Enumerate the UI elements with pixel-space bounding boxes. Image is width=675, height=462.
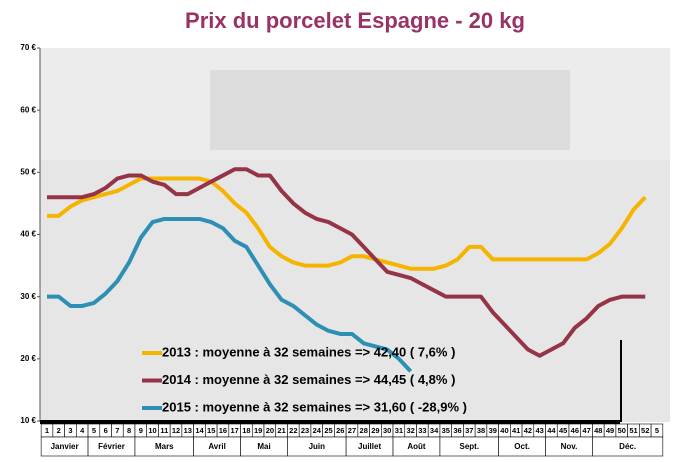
x-tick-label: 37: [465, 426, 473, 435]
x-tick-label: 8: [127, 426, 131, 435]
y-tick-label: 10 €: [20, 416, 36, 425]
y-tick-label: 20 €: [20, 354, 36, 363]
x-tick-label: 51: [629, 426, 637, 435]
x-tick-label: 1: [45, 426, 49, 435]
legend-label: 2014 : moyenne à 32 semaines => 44,45 ( …: [162, 372, 455, 387]
x-tick-label: 18: [242, 426, 250, 435]
x-tick-label: 9: [139, 426, 143, 435]
x-tick-label: 30: [383, 426, 391, 435]
x-tick-label: 47: [582, 426, 590, 435]
x-tick-label: 44: [547, 426, 556, 435]
month-label: Nov.: [561, 442, 578, 451]
x-tick-label: 2: [57, 426, 61, 435]
chart: Prix du porcelet Espagne - 20 kg 10 € 20 …: [0, 0, 675, 457]
x-tick-label: 31: [395, 426, 403, 435]
x-tick-label: 33: [418, 426, 426, 435]
x-tick-label: 13: [184, 426, 192, 435]
y-tick-label: 30 €: [20, 292, 36, 301]
x-tick-label: 24: [313, 426, 322, 435]
x-tick-label: 29: [371, 426, 379, 435]
x-tick-label: 26: [336, 426, 344, 435]
x-tick-label: 28: [360, 426, 368, 435]
photo-banner: [210, 70, 570, 150]
month-label: Sept.: [459, 442, 479, 451]
x-tick-label: 12: [172, 426, 180, 435]
page: Prix du porcelet Espagne - 20 kg 10 € 20 …: [0, 0, 675, 462]
x-tick-label: 52: [641, 426, 649, 435]
month-label: Avril: [208, 442, 226, 451]
x-tick-label: 10: [148, 426, 156, 435]
month-label: Février: [98, 442, 125, 451]
x-tick-label: 14: [195, 426, 204, 435]
x-tick-label: 39: [489, 426, 497, 435]
chart-title: Prix du porcelet Espagne - 20 kg: [185, 8, 525, 33]
x-tick-label: 23: [301, 426, 309, 435]
month-label: Juin: [309, 442, 326, 451]
x-tick-label: 5: [655, 426, 659, 435]
x-tick-label: 3: [68, 426, 72, 435]
month-label: Janvier: [51, 442, 79, 451]
month-label: Oct.: [514, 442, 530, 451]
x-tick-label: 35: [442, 426, 450, 435]
x-tick-label: 46: [571, 426, 579, 435]
y-tick-label: 70 €: [20, 43, 36, 52]
month-label: Mars: [155, 442, 174, 451]
x-tick-label: 49: [606, 426, 614, 435]
x-tick-label: 41: [512, 426, 520, 435]
y-tick-label: 40 €: [20, 230, 36, 239]
x-tick-label: 32: [406, 426, 414, 435]
x-tick-label: 15: [207, 426, 215, 435]
x-tick-label: 50: [618, 426, 626, 435]
x-tick-label: 6: [104, 426, 108, 435]
legend-label: 2015 : moyenne à 32 semaines => 31,60 ( …: [162, 399, 467, 414]
x-tick-label: 27: [348, 426, 356, 435]
x-tick-label: 36: [453, 426, 461, 435]
x-tick-label: 45: [559, 426, 567, 435]
x-tick-label: 34: [430, 426, 439, 435]
legend-label: 2013 : moyenne à 32 semaines => 42,40 ( …: [162, 344, 455, 359]
x-tick-label: 25: [324, 426, 332, 435]
x-tick-label: 21: [277, 426, 285, 435]
x-tick-label: 16: [219, 426, 227, 435]
x-tick-label: 40: [500, 426, 508, 435]
x-tick-label: 20: [266, 426, 274, 435]
month-label: Juillet: [358, 442, 381, 451]
month-label: Août: [407, 442, 426, 451]
month-label: Mai: [257, 442, 270, 451]
y-tick-label: 60 €: [20, 105, 36, 114]
x-tick-label: 43: [535, 426, 543, 435]
y-tick-label: 50 €: [20, 167, 36, 176]
x-tick-label: 22: [289, 426, 297, 435]
x-tick-label: 19: [254, 426, 262, 435]
x-tick-label: 7: [115, 426, 119, 435]
x-tick-label: 48: [594, 426, 602, 435]
x-tick-label: 11: [160, 426, 168, 435]
x-tick-label: 5: [92, 426, 96, 435]
x-tick-label: 17: [231, 426, 239, 435]
x-tick-label: 42: [524, 426, 532, 435]
x-tick-label: 38: [477, 426, 485, 435]
month-label: Déc.: [619, 442, 636, 451]
